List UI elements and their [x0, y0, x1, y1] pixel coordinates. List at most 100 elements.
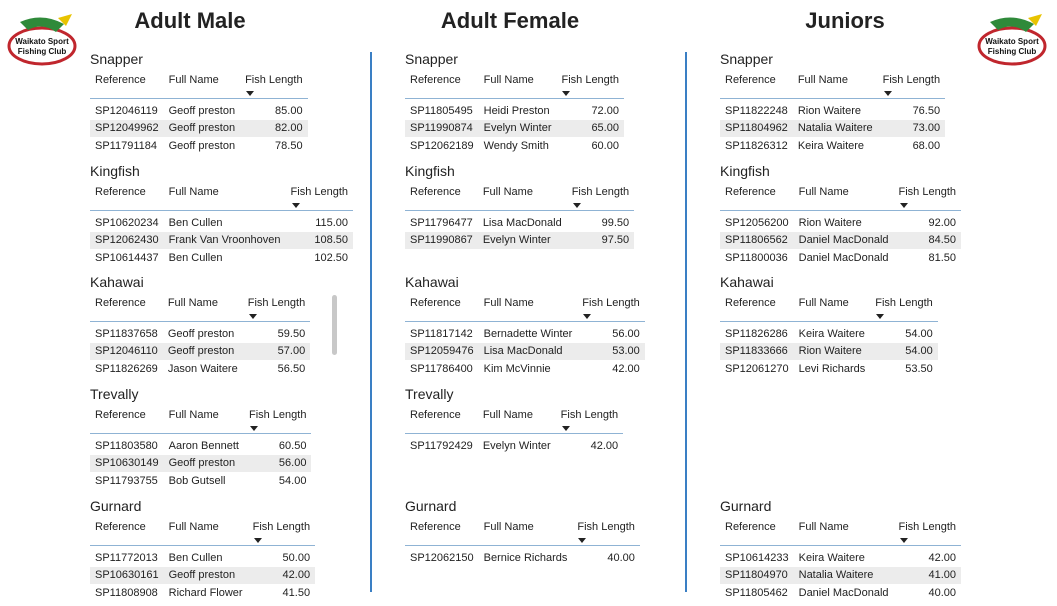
results-table: Reference Full Name Fish Length SP11805495 H… — [405, 71, 624, 155]
table-cell: Lisa MacDonald — [478, 342, 578, 360]
table-cell: 81.50 — [928, 251, 956, 264]
column-header: Reference — [90, 183, 164, 211]
column-header: Full Name — [792, 71, 878, 99]
fish-section: Snapper Reference Full Name Fish Length SP11… — [720, 51, 946, 155]
column-header: Full Name — [477, 406, 556, 434]
column-header: Full Name — [478, 294, 578, 322]
header-row: Reference Full Name Fish Length — [90, 518, 316, 546]
column-header: Reference — [405, 518, 479, 546]
table-cell: 108.50 — [285, 231, 354, 249]
column-header: Full Name — [163, 406, 244, 434]
section-title: Kingfish — [90, 163, 140, 179]
table-cell: 115.00 — [315, 216, 349, 229]
table-cell: Geoff preston — [163, 454, 244, 472]
scrollbar[interactable] — [332, 295, 337, 355]
column-header: Fish Length — [555, 406, 624, 434]
table-cell: Wendy Smith — [483, 139, 549, 152]
table-cell: SP11833666 — [720, 342, 794, 360]
column-header: Fish Length — [572, 518, 640, 546]
table-cell: SP12062189 — [410, 139, 474, 152]
results-table: Reference Full Name Fish Length SP11803580 A… — [90, 406, 312, 490]
column-header: Fish Length — [577, 294, 645, 322]
data-row: SP12059476 Lisa MacDonald 53.00 — [405, 342, 645, 360]
table-cell: Ben Cullen — [168, 551, 223, 564]
table-cell: SP11796477 — [410, 216, 473, 229]
data-row: SP11804970 Natalia Waitere 41.00 — [720, 566, 961, 584]
table-cell: Lisa MacDonald — [482, 216, 562, 229]
header-row: Reference Full Name Fish Length — [405, 406, 624, 434]
data-row: SP11792429 Evelyn Winter 42.00 — [405, 437, 623, 455]
table-cell: 40.00 — [607, 551, 635, 564]
column-header: Fish Length — [242, 294, 311, 322]
section-title: Kingfish — [405, 163, 455, 179]
data-row: SP11822248 Rion Waitere 76.50 — [720, 102, 945, 120]
table-cell: SP11800036 — [725, 251, 788, 264]
section-title: Kingfish — [720, 163, 770, 179]
data-row: SP11803580 Aaron Bennett 60.50 — [90, 437, 311, 455]
table-cell: SP11804962 — [720, 119, 793, 137]
column-header: Reference — [405, 294, 479, 322]
table-cell: Bob Gutsell — [168, 474, 226, 487]
club-logo: Waikato Sport Fishing Club — [977, 14, 1047, 66]
table-cell: SP11990874 — [405, 119, 479, 137]
table-cell: 56.00 — [612, 327, 640, 340]
table-cell: 92.00 — [928, 216, 956, 229]
results-table: Reference Full Name Fish Length SP11796477 L… — [405, 183, 635, 249]
column-header: Full Name — [477, 183, 567, 211]
table-cell: SP11817142 — [410, 327, 473, 340]
table-cell: 53.00 — [577, 342, 645, 360]
data-row: SP11826312 Keira Waitere 68.00 — [720, 137, 945, 155]
data-row: SP11786400 Kim McVinnie 42.00 — [405, 360, 645, 378]
table-cell: Geoff preston — [167, 327, 235, 340]
table-cell: 42.00 — [612, 362, 640, 375]
table-cell: 41.50 — [282, 586, 311, 599]
table-cell: 56.00 — [243, 454, 312, 472]
table-cell: Evelyn Winter — [477, 231, 567, 249]
column-header: Reference — [405, 183, 478, 211]
data-row: SP12056200 Rion Waitere 92.00 — [720, 214, 961, 232]
table-cell: Rion Waitere — [797, 104, 861, 117]
header-row: Reference Full Name Fish Length — [90, 183, 354, 211]
header-row: Reference Full Name Fish Length — [720, 518, 961, 546]
table-cell: SP12062430 — [90, 231, 164, 249]
header-row: Reference Full Name Fish Length — [720, 294, 938, 322]
column-header: Fish Length — [285, 183, 354, 211]
data-row: SP11800036 Daniel MacDonald 81.50 — [720, 249, 961, 267]
table-cell: 59.50 — [277, 327, 306, 340]
table-cell: SP12049962 — [90, 119, 164, 137]
table-cell: 57.00 — [242, 342, 311, 360]
table-cell: 84.50 — [893, 231, 961, 249]
fish-section: Kahawai Reference Full Name Fish Length SP11… — [405, 274, 645, 378]
table-cell: SP11803580 — [95, 439, 158, 452]
column-header: Fish Length — [870, 294, 938, 322]
fish-section: Kahawai Reference Full Name Fish Length SP11… — [90, 274, 311, 378]
table-cell: 82.00 — [240, 119, 308, 137]
logo-text: Waikato Sport — [15, 37, 69, 46]
table-cell: 102.50 — [314, 251, 349, 264]
column-header: Reference — [405, 71, 479, 99]
section-title: Kahawai — [90, 274, 144, 290]
table-cell: Ben Cullen — [168, 251, 223, 264]
table-cell: SP11793755 — [95, 474, 158, 487]
table-cell: 60.00 — [591, 139, 619, 152]
table-cell: SP12061270 — [725, 362, 789, 375]
table-cell: SP11804970 — [720, 566, 794, 584]
table-cell: 42.00 — [590, 439, 619, 452]
section-title: Trevally — [90, 386, 139, 402]
table-cell: Frank Van Vroonhoven — [163, 231, 286, 249]
results-table: Reference Full Name Fish Length SP12046119 G… — [90, 71, 308, 155]
column-header: Fish Length — [556, 71, 624, 99]
data-row: SP12061270 Levi Richards 53.50 — [720, 360, 938, 378]
data-row: SP11990874 Evelyn Winter 65.00 — [405, 119, 624, 137]
column-header: Full Name — [163, 183, 286, 211]
table-cell: 97.50 — [566, 231, 635, 249]
table-cell: SP12059476 — [405, 342, 479, 360]
table-cell: 99.50 — [601, 216, 630, 229]
table-cell: SP11805462 — [725, 586, 788, 599]
table-cell: Bernadette Winter — [483, 327, 573, 340]
results-table: Reference Full Name Fish Length SP11837658 G… — [90, 294, 311, 378]
data-row: SP10630161 Geoff preston 42.00 — [90, 566, 316, 584]
fish-section: Gurnard Reference Full Name Fish Length SP10… — [720, 498, 961, 602]
results-table: Reference Full Name Fish Length SP11772013 B… — [90, 518, 316, 602]
table-cell: SP11990867 — [405, 231, 478, 249]
